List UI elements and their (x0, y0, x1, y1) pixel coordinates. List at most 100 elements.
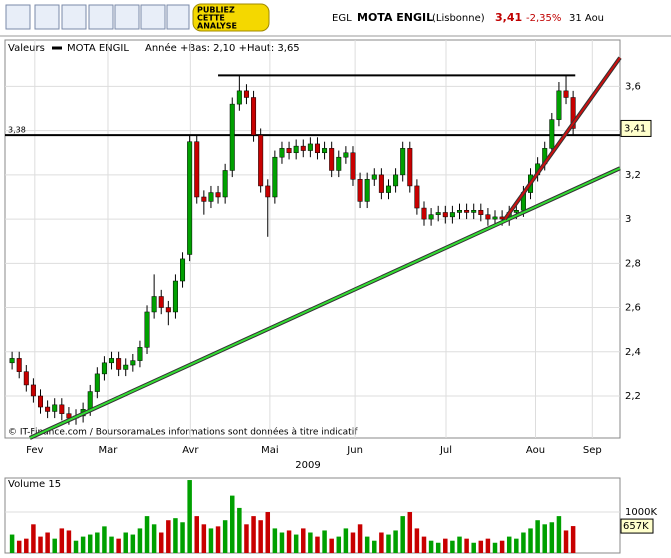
legend-range: Année +Bas: 2,10 +Haut: 3,65 (145, 42, 300, 54)
candle-body (229, 103, 235, 171)
x-tick-label: Jul (439, 445, 452, 456)
last-volume-label: 657K (623, 521, 649, 532)
delete-tool[interactable] (166, 4, 190, 30)
candle-body (144, 311, 150, 348)
volume-bar (364, 536, 370, 553)
volume-bar (59, 528, 65, 553)
line-tool[interactable] (34, 4, 60, 30)
candle-body (414, 185, 420, 209)
candle-body (109, 358, 115, 364)
volume-bar (407, 512, 413, 553)
volume-bar (549, 522, 555, 553)
volume-bar (372, 540, 377, 553)
candle-body (236, 90, 242, 105)
volume-bar (73, 540, 79, 553)
volume-bar (471, 542, 476, 553)
candle-body (457, 210, 463, 213)
candle-body (215, 192, 221, 198)
ticker-code: EGL (332, 13, 352, 24)
x-tick-label: Sep (583, 445, 602, 456)
volume-bar (322, 530, 327, 553)
volume-bar (208, 528, 214, 553)
candle-body (421, 207, 427, 220)
candle-body (208, 192, 214, 202)
volume-bar (514, 538, 519, 553)
volume-bar (222, 520, 228, 553)
volume-bar (52, 538, 57, 553)
x-tick-label: Jun (346, 445, 363, 456)
candle-body (471, 210, 477, 213)
candle-body (343, 152, 349, 158)
volume-bar (357, 524, 363, 553)
candle-body (165, 307, 171, 313)
candle-body (307, 143, 313, 151)
volume-bar (400, 516, 405, 553)
candle-body (393, 174, 399, 187)
volume-bar (123, 532, 128, 553)
volume-bar (265, 512, 271, 553)
volume-bar (251, 516, 256, 553)
market: (Lisbonne) (432, 13, 485, 24)
date: 31 Aou (569, 13, 604, 24)
candle-body (350, 152, 356, 180)
candle-body (130, 360, 136, 366)
zoom-tool[interactable] (5, 4, 31, 30)
arrow-tool[interactable] (114, 4, 140, 30)
volume-bar (506, 536, 512, 553)
volume-bar (414, 528, 420, 553)
volume-bar (201, 524, 207, 553)
candle-body (272, 156, 278, 198)
volume-bar (144, 516, 150, 553)
volume-bar (457, 536, 462, 553)
candle-body (101, 362, 107, 375)
candle-body (442, 212, 448, 218)
candle-body (251, 97, 257, 136)
volume-bar (130, 534, 136, 553)
x-tick-label: Fev (26, 445, 43, 456)
fibo-tool[interactable] (88, 4, 114, 30)
legend-series: MOTA ENGIL (67, 43, 129, 54)
candle-body (293, 145, 299, 154)
volume-bar (350, 532, 356, 553)
volume-bar (343, 528, 349, 553)
volume-bar (521, 532, 526, 553)
candle-body (322, 148, 328, 154)
y-tick-label: 3,2 (625, 170, 641, 181)
candle-body (400, 148, 406, 176)
volume-bar (194, 516, 199, 553)
volume-bar (450, 540, 455, 553)
toolbar: PUBLIEZ CETTE ANALYSE (5, 3, 270, 32)
volume-bar (379, 532, 384, 553)
ticker-name: MOTA ENGIL (357, 11, 433, 24)
candle-body (187, 141, 193, 255)
candle-body (258, 134, 264, 187)
candle-body (16, 358, 22, 372)
candle-body (556, 90, 562, 120)
volume-bar (151, 524, 157, 553)
volume-bar (464, 538, 469, 553)
volume-bar (315, 536, 320, 553)
volume-bar (66, 530, 72, 553)
channel-tool[interactable] (140, 4, 166, 30)
year: 2009 (295, 460, 320, 471)
candle-body (492, 216, 498, 220)
y-tick-label: 2,8 (625, 258, 641, 269)
hline-tool[interactable] (61, 4, 87, 30)
plot-frame (4, 39, 621, 439)
candle-body (357, 179, 363, 202)
candle-body (378, 174, 384, 193)
volume-bar (435, 542, 441, 553)
candle-body (52, 404, 58, 412)
volume-bar (528, 528, 533, 553)
volume-bar (563, 530, 569, 553)
candle-body (563, 90, 569, 98)
y-tick-label: 2,2 (625, 391, 641, 402)
volume-bar (535, 520, 540, 553)
volume-bar (478, 540, 484, 553)
volume-bar (80, 536, 86, 553)
candle-body (485, 214, 491, 220)
publish-button[interactable] (192, 3, 270, 32)
trend-line (504, 57, 621, 220)
